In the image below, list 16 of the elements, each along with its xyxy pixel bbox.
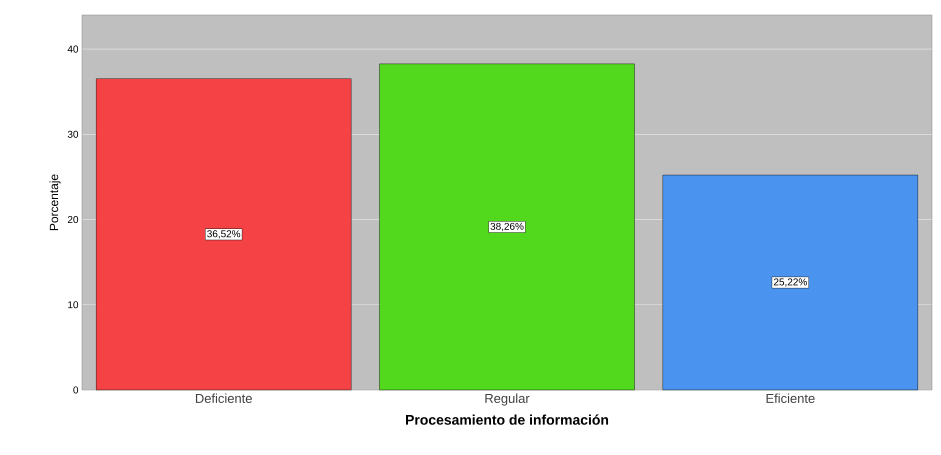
y-tick-label: 30 (68, 130, 78, 138)
x-tick-label: Deficiente (196, 394, 252, 404)
data-label: 38,26% (490, 222, 524, 232)
x-tick-label: Regular (485, 394, 530, 406)
x-tick-label: Eficiente (766, 394, 815, 404)
bar (662, 174, 918, 390)
y-tick-label: 10 (68, 301, 78, 308)
y-axis-title: Porcentaje (49, 174, 61, 230)
data-label: 36,52% (207, 230, 240, 238)
bar (96, 78, 352, 390)
data-label: 25,22% (774, 278, 807, 287)
y-tick-label: 0 (73, 386, 78, 394)
x-axis-title: Procesamiento de información (406, 414, 608, 425)
y-tick-label: 20 (68, 216, 78, 224)
bar (379, 64, 635, 390)
y-tick-label: 40 (68, 46, 78, 53)
